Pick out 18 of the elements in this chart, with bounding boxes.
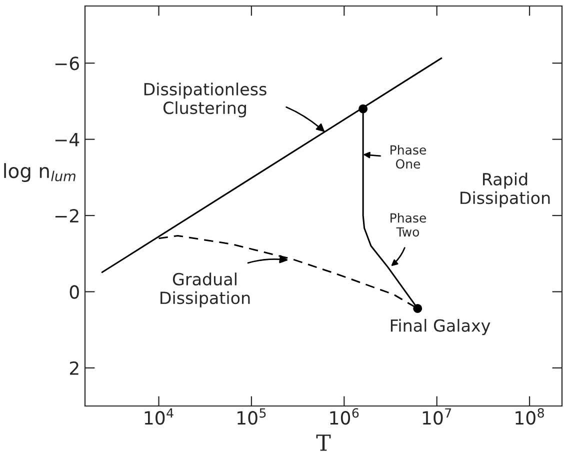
annotation: Dissipationless Clustering [144, 82, 266, 118]
annotation: Phase One [390, 144, 426, 169]
y-tick-label: 0 [70, 285, 79, 299]
y-tick-label: 2 [70, 361, 78, 375]
annotation: Phase Two [390, 212, 426, 237]
y-tick-label: −4 [55, 133, 80, 146]
x-tick-label: 10$^{7}$ [422, 408, 452, 425]
x-tick-label: 10$^{5}$ [238, 408, 266, 425]
x-tick-label: 10$^{6}$ [330, 408, 359, 425]
y-axis-title: log n$_{lum}$ [4, 163, 76, 182]
x-tick-label: 10$^{4}$ [144, 408, 174, 425]
y-tick-label: −2 [55, 208, 78, 222]
annotation: Final Galaxy [390, 318, 490, 336]
x-axis-title: T [316, 434, 331, 451]
annotation: Rapid Dissipation [460, 172, 550, 208]
annotation: Gradual Dissipation [160, 272, 250, 308]
x-tick-label: 10$^{8}$ [516, 408, 544, 425]
y-tick-label: −6 [55, 56, 79, 70]
